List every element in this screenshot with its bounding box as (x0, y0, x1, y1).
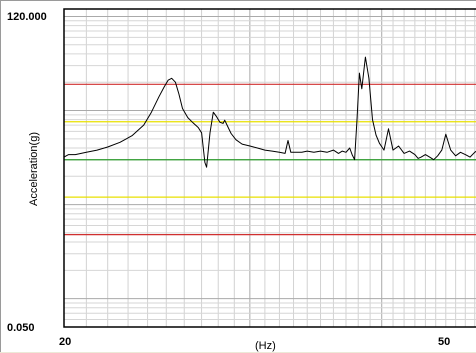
reference-lines (64, 83, 476, 236)
series-line (63, 56, 476, 168)
y-tick-label-bottom: 0.050 (7, 322, 35, 334)
series-layer (63, 56, 476, 168)
grid (64, 9, 476, 327)
y-tick-label-top: 120.000 (7, 11, 47, 23)
x-tick-label-left: 20 (59, 336, 71, 348)
x-axis-label: (Hz) (255, 340, 276, 352)
y-axis-label: Acceleration(g) (28, 132, 40, 206)
plot-frame (63, 8, 476, 328)
x-tick-label-right: 50 (438, 336, 450, 348)
